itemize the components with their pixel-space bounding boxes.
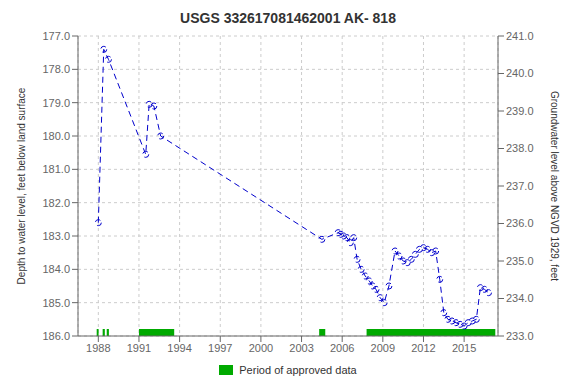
- svg-text:237.0: 237.0: [506, 180, 534, 192]
- svg-text:241.0: 241.0: [506, 30, 534, 42]
- svg-text:1991: 1991: [127, 342, 151, 354]
- svg-text:2012: 2012: [411, 342, 435, 354]
- svg-text:234.0: 234.0: [506, 292, 534, 304]
- svg-text:235.0: 235.0: [506, 255, 534, 267]
- svg-text:181.0: 181.0: [42, 163, 70, 175]
- svg-text:180.0: 180.0: [42, 130, 70, 142]
- svg-text:239.0: 239.0: [506, 105, 534, 117]
- svg-text:Depth to water level, feet bel: Depth to water level, feet below land su…: [16, 87, 27, 284]
- svg-text:1997: 1997: [208, 342, 232, 354]
- svg-text:185.0: 185.0: [42, 297, 70, 309]
- svg-text:177.0: 177.0: [42, 30, 70, 42]
- svg-text:2000: 2000: [249, 342, 273, 354]
- svg-text:1994: 1994: [167, 342, 191, 354]
- html-text:USGS 332617081462001 AK- 818: USGS 332617081462001 AK- 818: [180, 10, 396, 26]
- html-text:Period of approved data: Period of approved data: [239, 364, 357, 376]
- svg-text:233.0: 233.0: [506, 330, 534, 342]
- svg-text:2015: 2015: [452, 342, 476, 354]
- svg-text:1988: 1988: [86, 342, 110, 354]
- svg-text:182.0: 182.0: [42, 197, 70, 209]
- svg-text:183.0: 183.0: [42, 230, 70, 242]
- svg-text:2006: 2006: [330, 342, 354, 354]
- svg-text:240.0: 240.0: [506, 67, 534, 79]
- svg-text:2009: 2009: [371, 342, 395, 354]
- svg-text:178.0: 178.0: [42, 63, 70, 75]
- svg-text:179.0: 179.0: [42, 97, 70, 109]
- svg-text:186.0: 186.0: [42, 330, 70, 342]
- svg-text:238.0: 238.0: [506, 142, 534, 154]
- svg-text:Groundwater level above NGVD 1: Groundwater level above NGVD 1929, feet: [549, 91, 560, 281]
- svg-text:184.0: 184.0: [42, 263, 70, 275]
- svg-text:236.0: 236.0: [506, 217, 534, 229]
- svg-text:2003: 2003: [289, 342, 313, 354]
